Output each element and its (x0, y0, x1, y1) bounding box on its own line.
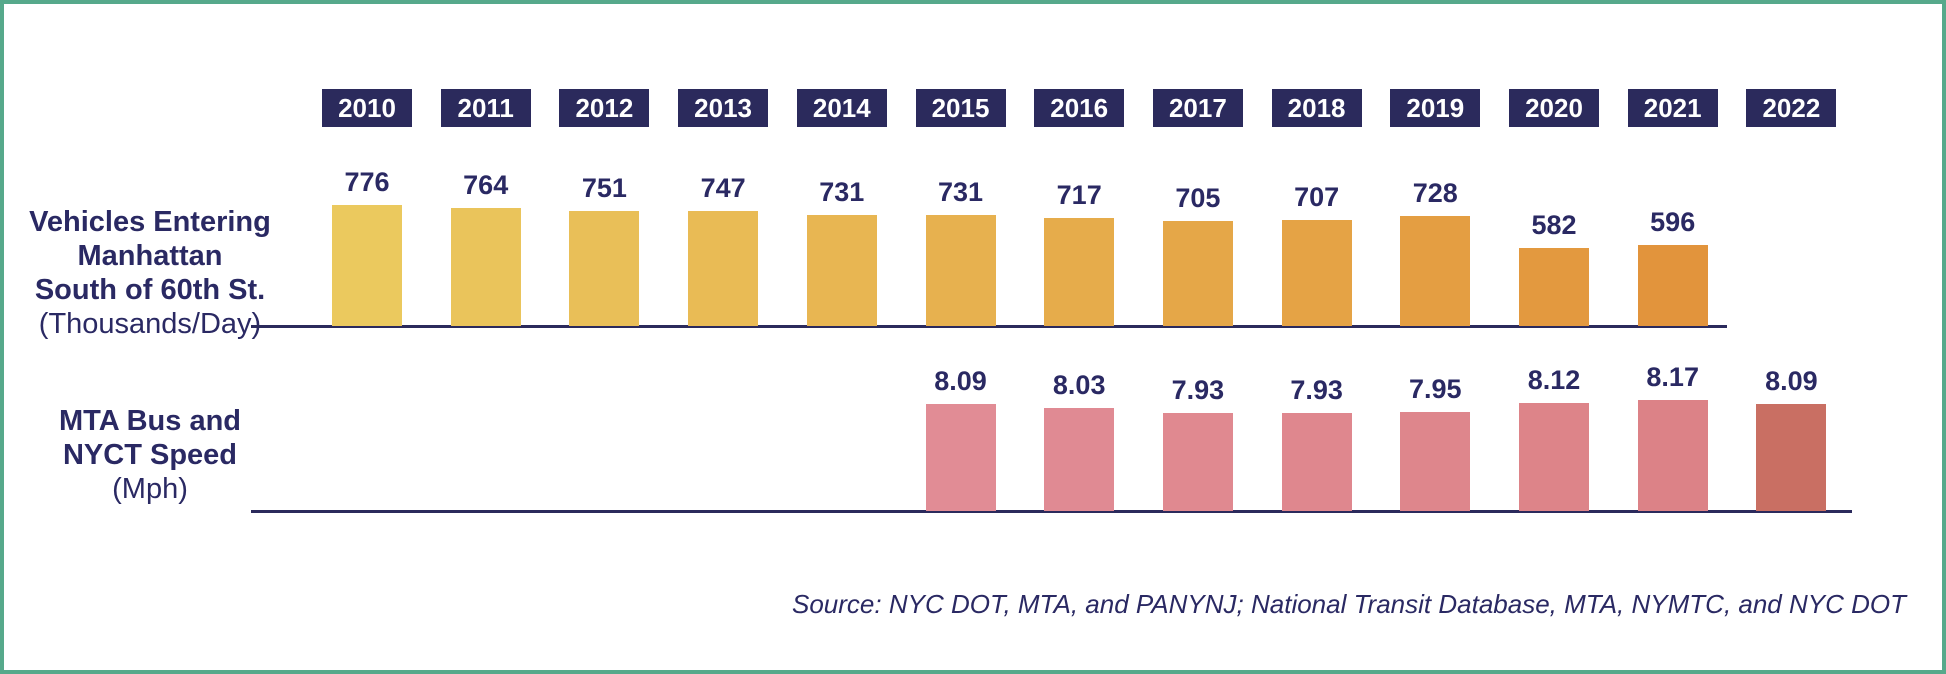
vehicles-row-label-line-2: Manhattan (77, 240, 223, 272)
vehicles-value-2020: 582 (1531, 210, 1577, 240)
speed-bar-2022 (1756, 404, 1827, 511)
vehicles-bar-2019 (1400, 215, 1471, 326)
vehicles-bar-2011 (450, 207, 521, 326)
vehicles-bar-2015 (925, 214, 996, 326)
vehicles-value-2019: 728 (1412, 177, 1458, 208)
vehicles-row-label-line-1: Vehicles Entering (29, 206, 271, 238)
vehicles-row-label-line-3: South of 60th St. (34, 274, 266, 306)
speed-value-2018: 7.93 (1290, 375, 1343, 405)
year-badge-2017: 2017 (1152, 89, 1243, 127)
source-note: Source: NYC DOT, MTA, and PANYNJ; Nation… (792, 589, 1906, 619)
vehicles-bar-2014 (806, 214, 877, 326)
vehicles-bar-2018 (1281, 220, 1352, 326)
speed-axis-line (251, 510, 1852, 513)
vehicles-axis-line (251, 325, 1727, 328)
speed-bar-2021 (1637, 399, 1708, 511)
vehicles-bar-2016 (1044, 218, 1115, 326)
year-badge-2013: 2013 (678, 89, 769, 127)
vehicles-bar-2010 (332, 205, 402, 326)
vehicles-bar-2017 (1162, 220, 1233, 326)
vehicles-value-2012: 751 (581, 172, 627, 203)
vehicles-value-2015: 731 (937, 176, 984, 207)
vehicles-bar-2021 (1637, 244, 1708, 326)
year-badge-2010: 2010 (322, 89, 412, 127)
speed-bar-2019 (1400, 411, 1471, 511)
year-badge-2015: 2015 (915, 89, 1006, 127)
speed-row-label-line-2: NYCT Speed (62, 439, 238, 471)
year-badge-2019: 2019 (1390, 89, 1481, 127)
vehicles-bar-2020 (1519, 248, 1589, 326)
vehicles-value-2011: 764 (463, 169, 509, 200)
year-badge-2014: 2014 (796, 89, 887, 127)
year-badge-2022: 2022 (1746, 89, 1837, 127)
year-badge-2020: 2020 (1509, 89, 1599, 127)
speed-row-label-line-1: MTA Bus and (58, 405, 242, 437)
vehicles-value-2018: 707 (1294, 182, 1340, 213)
speed-bar-2017 (1162, 413, 1233, 511)
speed-row-unit: (Mph) (112, 473, 188, 505)
vehicles-row-unit: (Thousands/Day) (38, 308, 262, 340)
speed-bar-2016 (1044, 407, 1115, 511)
vehicles-row-label: Vehicles Entering Manhattan South of 60t… (24, 205, 276, 341)
year-badge-2011: 2011 (440, 89, 531, 127)
year-badge-2016: 2016 (1034, 89, 1125, 127)
speed-bar-2018 (1281, 413, 1352, 511)
vehicles-value-2017: 705 (1175, 182, 1221, 213)
speed-bar-2020 (1519, 402, 1589, 511)
vehicles-value-2013: 747 (700, 173, 746, 204)
vehicles-value-2016: 717 (1056, 180, 1102, 211)
speed-value-2017: 7.93 (1171, 375, 1225, 405)
speed-value-2019: 7.95 (1409, 373, 1462, 404)
speed-row-label: MTA Bus and NYCT Speed (Mph) (24, 404, 276, 506)
speed-value-2016: 8.03 (1052, 369, 1106, 400)
speed-value-2021: 8.17 (1646, 361, 1699, 392)
year-badge-2021: 2021 (1627, 89, 1718, 127)
vehicles-value-2010: 776 (344, 167, 390, 197)
vehicles-bar-2012 (569, 210, 640, 326)
speed-bar-2015 (925, 404, 996, 511)
year-badge-2012: 2012 (559, 89, 650, 127)
speed-value-2020: 8.12 (1527, 364, 1581, 395)
speed-value-2022: 8.09 (1765, 366, 1818, 397)
year-badge-2018: 2018 (1271, 89, 1362, 127)
vehicles-value-2014: 731 (819, 176, 865, 207)
vehicles-bar-2013 (688, 211, 759, 326)
vehicles-value-2021: 596 (1650, 206, 1696, 237)
speed-value-2015: 8.09 (934, 366, 987, 397)
